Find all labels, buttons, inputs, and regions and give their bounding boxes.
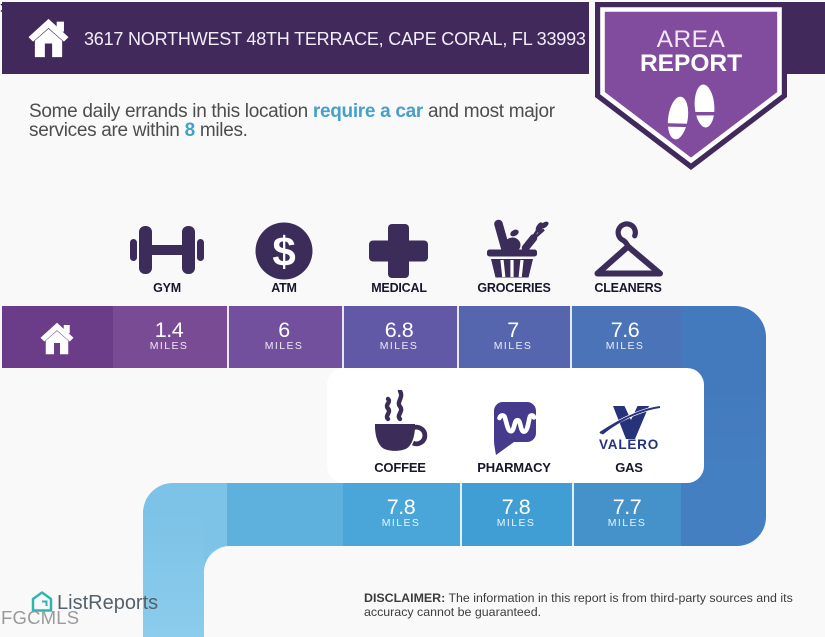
svg-text:REPORT: REPORT bbox=[640, 50, 742, 77]
svg-text:VALERO: VALERO bbox=[599, 437, 659, 452]
svg-text:AREA: AREA bbox=[657, 26, 726, 53]
svg-text:$: $ bbox=[272, 228, 295, 275]
